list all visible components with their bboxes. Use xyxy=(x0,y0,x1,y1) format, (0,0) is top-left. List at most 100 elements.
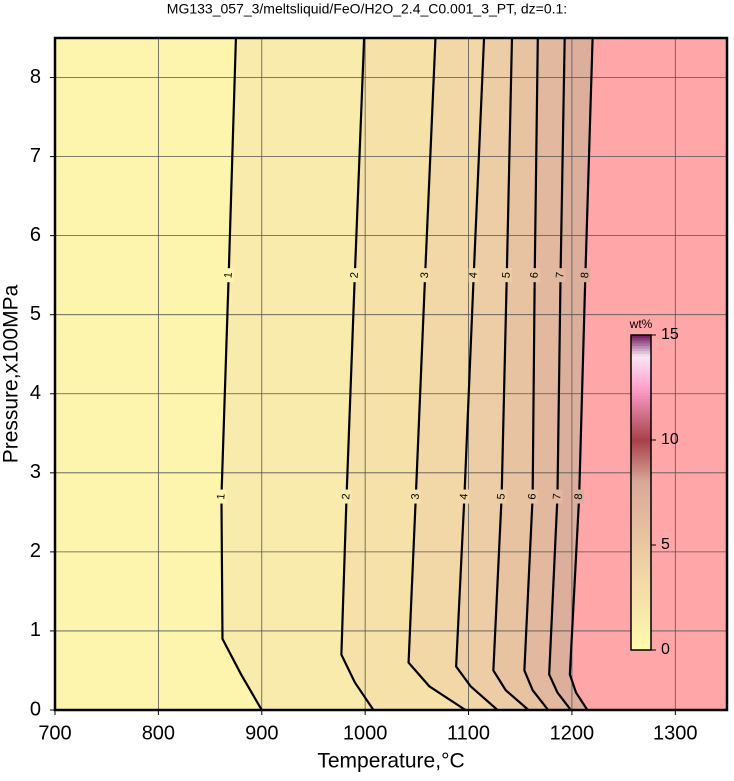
contour-label-bg xyxy=(555,268,566,283)
x-tick-label: 900 xyxy=(245,722,278,744)
y-tick-label: 8 xyxy=(30,66,41,88)
colorbar-step xyxy=(631,605,651,609)
contour-label: 4 xyxy=(467,272,479,279)
colorbar-step xyxy=(631,600,651,604)
colorbar-step xyxy=(631,573,651,577)
colorbar-step xyxy=(631,594,651,598)
contour-line xyxy=(523,38,550,710)
colorbar-step xyxy=(631,377,651,381)
colorbar-step xyxy=(631,445,651,449)
colorbar-step xyxy=(631,563,651,567)
colorbar-step xyxy=(631,466,651,470)
colorbar-step xyxy=(631,350,651,354)
colorbar-tick-label: 15 xyxy=(661,326,679,343)
x-tick-label: 800 xyxy=(142,722,175,744)
colorbar-step xyxy=(631,416,651,420)
colorbar-step xyxy=(631,602,651,606)
colorbar-step xyxy=(631,547,651,551)
colorbar-step xyxy=(631,642,651,646)
colorbar-step xyxy=(631,510,651,514)
contour-label: 2 xyxy=(348,272,360,279)
colorbar-step xyxy=(631,413,651,417)
colorbar-step xyxy=(631,503,651,507)
colorbar-step xyxy=(631,534,651,538)
colorbar-step xyxy=(631,450,651,454)
colorbar-step xyxy=(631,348,651,352)
colorbar-step xyxy=(631,505,651,509)
colorbar-step xyxy=(631,587,651,591)
x-tick-label: 1300 xyxy=(653,722,698,744)
colorbar-step xyxy=(631,531,651,535)
colorbar-step xyxy=(631,335,651,339)
colorbar-step xyxy=(631,500,651,504)
y-tick-label: 0 xyxy=(30,698,41,720)
contour-label: 6 xyxy=(526,493,538,500)
colorbar-step xyxy=(631,395,651,399)
colorbar-step xyxy=(631,403,651,407)
y-axis-label: Pressure,x100MPa xyxy=(0,284,23,463)
colorbar-step xyxy=(631,482,651,486)
x-tick-label: 700 xyxy=(38,722,71,744)
colorbar-tick-label: 5 xyxy=(661,536,670,553)
colorbar-step xyxy=(631,492,651,496)
colorbar-step xyxy=(631,419,651,423)
colorbar-step xyxy=(631,369,651,373)
colorbar-tick-label: 0 xyxy=(661,641,670,658)
colorbar-step xyxy=(631,461,651,465)
colorbar-step xyxy=(631,366,651,370)
contour-label-bg xyxy=(501,268,512,283)
colorbar-step xyxy=(631,571,651,575)
colorbar-step xyxy=(631,468,651,472)
colorbar-step xyxy=(631,463,651,467)
colorbar-step xyxy=(631,398,651,402)
colorbar-step xyxy=(631,631,651,635)
plot-frame xyxy=(53,36,729,712)
colorbar-step xyxy=(631,424,651,428)
contour-label-bg xyxy=(216,489,227,504)
colorbar-step xyxy=(631,363,651,367)
contour-label: 7 xyxy=(551,493,563,500)
contour-label: 2 xyxy=(340,493,352,500)
colorbar-step xyxy=(631,513,651,517)
colorbar-step xyxy=(631,345,651,349)
colorbar-step xyxy=(631,432,651,436)
contour-line xyxy=(340,38,375,710)
colorbar-label: wt% xyxy=(629,317,653,331)
colorbar-step xyxy=(631,405,651,409)
contour-label: 4 xyxy=(458,493,470,500)
colorbar-step xyxy=(631,526,651,530)
colorbar-step xyxy=(631,411,651,415)
y-tick-label: 4 xyxy=(30,382,41,404)
y-tick-label: 2 xyxy=(30,540,41,562)
colorbar-step xyxy=(631,453,651,457)
y-tick-label: 3 xyxy=(30,461,41,483)
colorbar-step xyxy=(631,576,651,580)
colorbar-step xyxy=(631,542,651,546)
x-tick-label: 1200 xyxy=(550,722,595,744)
contour-label-bg xyxy=(223,268,234,283)
y-tick-label: 1 xyxy=(30,619,41,641)
contour-line xyxy=(548,38,572,710)
colorbar-step xyxy=(631,644,651,648)
colorbar-step xyxy=(631,442,651,446)
colorbar-step xyxy=(631,426,651,430)
colorbar-step xyxy=(631,437,651,441)
colorbar-step xyxy=(631,476,651,480)
colorbar-step xyxy=(631,390,651,394)
colorbar-step xyxy=(631,484,651,488)
contour-label: 8 xyxy=(573,493,585,500)
colorbar-step xyxy=(631,353,651,357)
colorbar-step xyxy=(631,408,651,412)
colorbar-step xyxy=(631,608,651,612)
colorbar-step xyxy=(631,358,651,362)
colorbar-step xyxy=(631,382,651,386)
colorbar-step xyxy=(631,615,651,619)
colorbar-step xyxy=(631,589,651,593)
contour-line xyxy=(220,38,263,710)
colorbar-step xyxy=(631,379,651,383)
contour-label: 6 xyxy=(528,272,540,279)
x-tick-label: 1100 xyxy=(447,722,490,744)
colorbar-step xyxy=(631,400,651,404)
colorbar-step xyxy=(631,539,651,543)
